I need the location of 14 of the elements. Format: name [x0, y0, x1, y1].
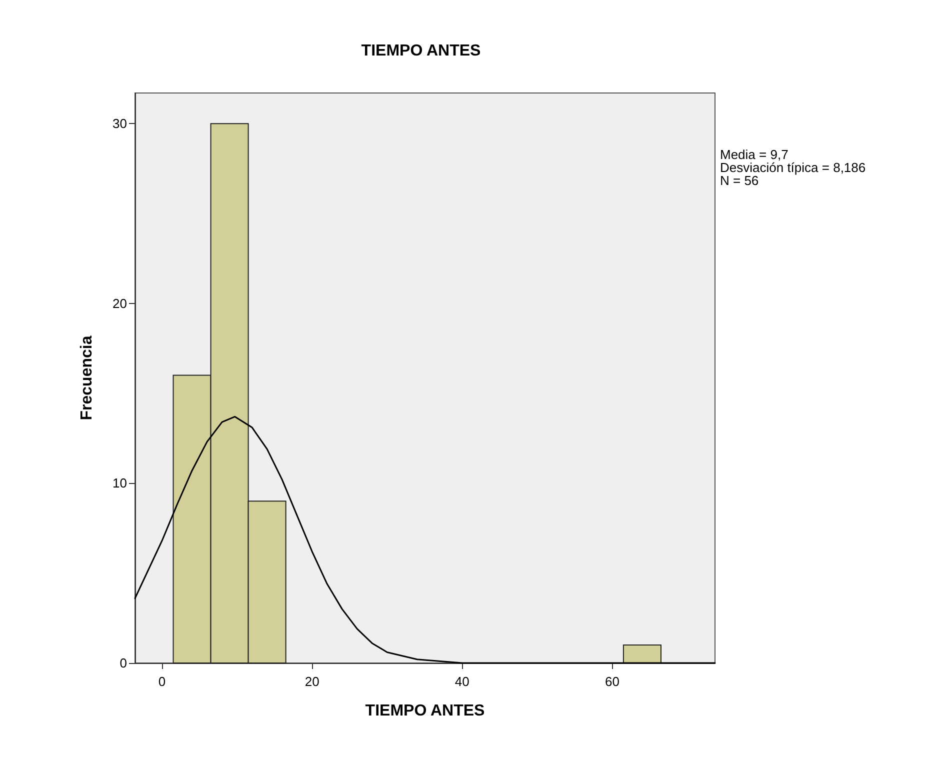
chart-title: TIEMPO ANTES — [361, 42, 482, 60]
text: Media = 9,7 — [720, 147, 788, 162]
text: N = 56 — [720, 173, 759, 188]
y-tick-label: 30 — [112, 116, 127, 132]
x-tick-label: 0 — [158, 674, 166, 689]
x-tick-label: 40 — [454, 674, 470, 689]
x-axis-title: TIEMPO ANTES — [365, 702, 486, 720]
y-tick-label: 20 — [112, 296, 127, 311]
text: Desviación típica = 8,186 — [720, 160, 866, 175]
y-tick-label: 10 — [112, 476, 127, 491]
x-tick-label: 60 — [604, 674, 620, 689]
y-axis-title: Frecuencia — [78, 336, 96, 420]
x-tick-label: 20 — [304, 674, 320, 689]
y-tick-label: 0 — [120, 656, 127, 670]
